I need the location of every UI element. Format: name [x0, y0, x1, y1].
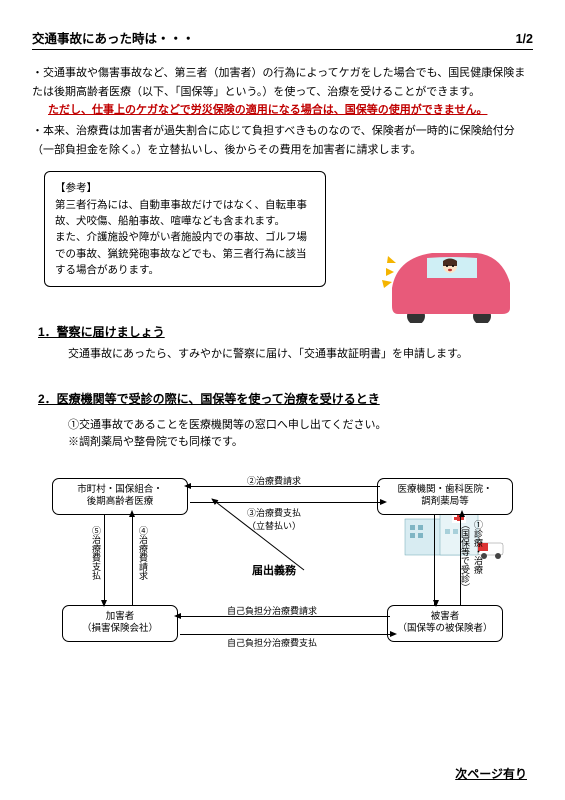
section-2-text-1: ①交通事故であることを医療機関等の窓口へ申し出てください。 [68, 417, 533, 435]
paragraph-2: ・本来、治療費は加害者が過失割合に応じて負担すべきものなので、保険者が一時的に保… [32, 122, 533, 159]
warning-text: ただし、仕事上のケガなどで労災保険の適用になる場合は、国保等の使用ができません。 [48, 104, 487, 116]
footer-next-page: 次ページ有り [455, 765, 527, 782]
reference-text-2: また、介護施設や障がい者施設内での事故、ゴルフ場での事故、猟銃発砲事故などでも、… [55, 229, 315, 278]
section-2-text-2: ※調剤薬局や整骨院でも同様です。 [68, 434, 533, 452]
paragraph-1: ・交通事故や傷害事故など、第三者（加害者）の行為によってケガをした場合でも、国民… [32, 64, 533, 101]
flow-diagram: 市町村・国保組合・ 後期高齢者医療 医療機関・歯科医院・ 調剤薬局等 加害者 （… [42, 474, 523, 646]
title-bar: 交通事故にあった時は・・・ 1/2 [32, 28, 533, 50]
page: 交通事故にあった時は・・・ 1/2 ・交通事故や傷害事故など、第三者（加害者）の… [0, 0, 565, 800]
reference-text-1: 第三者行為には、自動車事故だけではなく、自転車事故、犬咬傷、船舶事故、喧嘩なども… [55, 197, 315, 230]
reference-box: 【参考】 第三者行為には、自動車事故だけではなく、自転車事故、犬咬傷、船舶事故、… [44, 171, 326, 287]
section-2-heading: 2．医療機関等で受診の際に、国保等を使って治療を受けるとき [38, 390, 533, 407]
car-illustration [382, 228, 517, 323]
reference-label: 【参考】 [55, 180, 315, 196]
diagonal-arrow [42, 474, 523, 646]
section-1-text: 交通事故にあったら、すみやかに警察に届け、「交通事故証明書」を申請します。 [68, 346, 533, 364]
section-1-heading: 1．警察に届けましょう [38, 323, 533, 340]
page-number: 1/2 [516, 32, 533, 46]
page-title: 交通事故にあった時は・・・ [32, 28, 195, 47]
